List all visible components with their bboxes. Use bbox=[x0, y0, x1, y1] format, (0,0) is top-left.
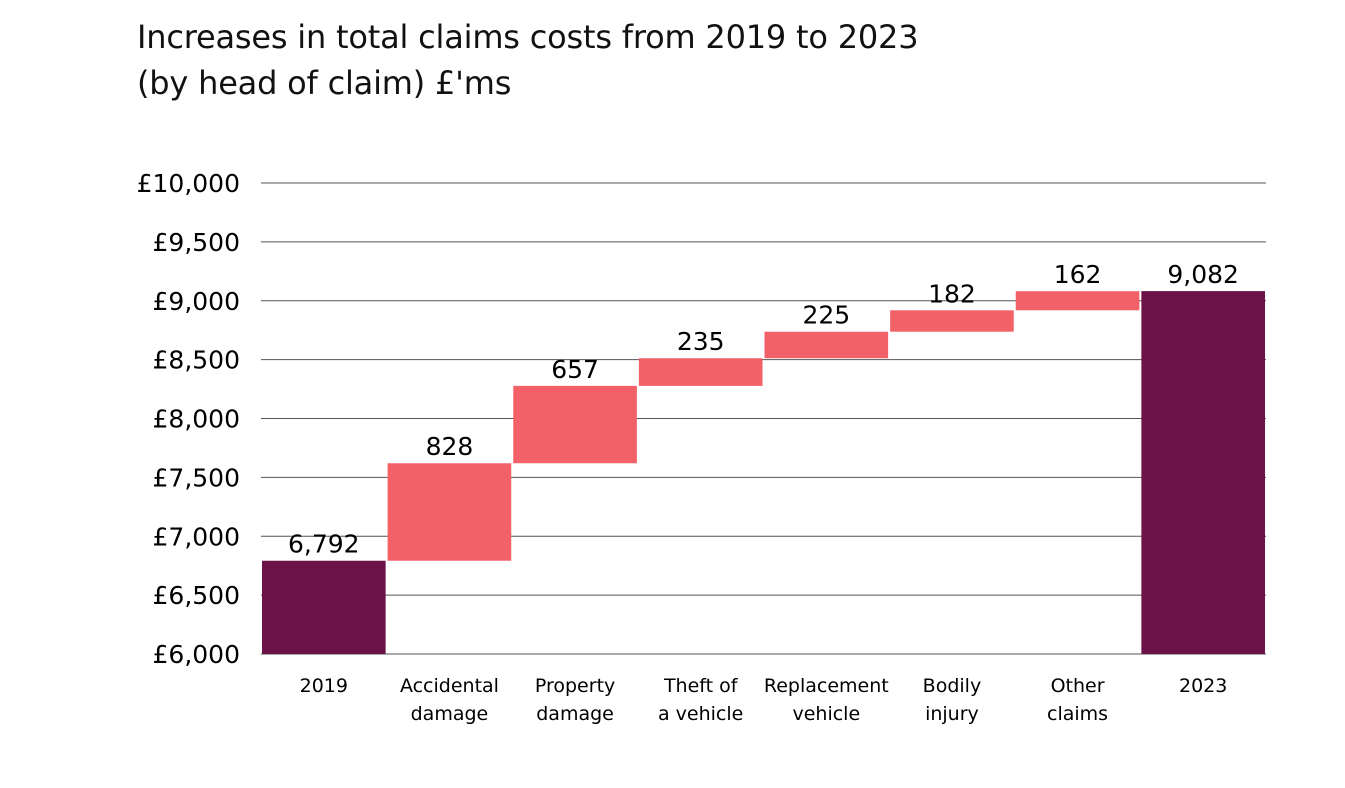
bar-value-label: 235 bbox=[677, 327, 725, 356]
bars bbox=[262, 291, 1265, 654]
x-tick-label: 2019 bbox=[300, 675, 348, 697]
y-tick-label: £8,500 bbox=[153, 346, 240, 375]
x-tick-label: Accidental bbox=[400, 675, 499, 697]
y-tick-label: £7,000 bbox=[153, 522, 240, 551]
y-axis: £6,000 £6,500 £7,000 £7,500 £8,000 £8,500 £9,0… bbox=[137, 169, 240, 669]
bar-value-label: 182 bbox=[928, 279, 976, 308]
bar-value-label: 6,792 bbox=[288, 530, 360, 559]
y-tick-label: £9,500 bbox=[153, 228, 240, 257]
y-tick-label: £8,000 bbox=[153, 405, 240, 434]
value-labels: 6,792 828 657 235 225 182 162 9,082 bbox=[288, 260, 1239, 559]
x-axis: 2019 Accidental damage Property damage Theft … bbox=[300, 675, 1228, 725]
x-tick-label: Other bbox=[1051, 675, 1105, 697]
increase-bar bbox=[1015, 291, 1140, 311]
total-bar bbox=[262, 560, 386, 654]
bar-value-label: 225 bbox=[802, 301, 850, 330]
x-tick-label: injury bbox=[925, 703, 979, 725]
chart-title: Increases in total claims costs from 201… bbox=[137, 14, 919, 106]
x-tick-label: vehicle bbox=[792, 703, 860, 725]
gridlines bbox=[261, 182, 1266, 655]
x-tick-label: claims bbox=[1047, 703, 1108, 725]
x-tick-label: damage bbox=[411, 703, 489, 725]
x-tick-label: 2023 bbox=[1179, 675, 1227, 697]
x-tick-label: a vehicle bbox=[658, 703, 743, 725]
increase-bar bbox=[387, 463, 512, 561]
x-tick-label: Theft of bbox=[663, 675, 739, 697]
chart-title-line-1: Increases in total claims costs from 201… bbox=[137, 18, 919, 56]
x-tick-label: damage bbox=[536, 703, 614, 725]
total-bar bbox=[1141, 291, 1265, 654]
y-tick-label: £6,000 bbox=[153, 640, 240, 669]
chart-title-line-2: (by head of claim) £'ms bbox=[137, 64, 512, 102]
increase-bar bbox=[638, 358, 763, 386]
x-tick-label: Replacement bbox=[764, 675, 889, 697]
bar-value-label: 657 bbox=[551, 355, 599, 384]
y-tick-label: £7,500 bbox=[153, 463, 240, 492]
x-tick-label: Bodily bbox=[923, 675, 982, 697]
bar-value-label: 9,082 bbox=[1167, 260, 1239, 289]
x-tick-label: Property bbox=[535, 675, 615, 697]
increase-bar bbox=[764, 331, 889, 359]
bar-value-label: 828 bbox=[426, 432, 474, 461]
y-tick-label: £10,000 bbox=[137, 169, 240, 198]
y-tick-label: £6,500 bbox=[153, 581, 240, 610]
y-tick-label: £9,000 bbox=[153, 287, 240, 316]
increase-bar bbox=[513, 385, 637, 464]
increase-bar bbox=[890, 310, 1014, 332]
bar-value-label: 162 bbox=[1054, 260, 1102, 289]
